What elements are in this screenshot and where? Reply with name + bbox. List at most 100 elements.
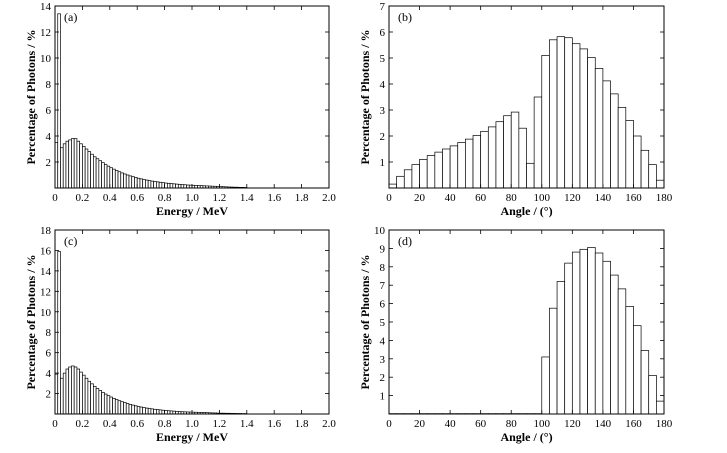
- bar-b-30: [617, 107, 627, 189]
- bar-a-21: [112, 168, 116, 189]
- panel-d: 0 20 40 60 80 100 120 140 160 180 1 2 3 4 5 6 7 8 9 10 (d) An…: [358, 225, 673, 444]
- bar-a-3: [62, 143, 67, 189]
- y-tick-label-c-1: 4: [46, 368, 52, 380]
- bar-a-46: [180, 184, 185, 189]
- y-tick-label-b-5: 6: [380, 27, 386, 39]
- bar-d-20: [541, 356, 550, 415]
- bar-b-25: [579, 48, 588, 189]
- bar-c-32: [142, 407, 146, 415]
- y-tick-label-c-5: 12: [40, 286, 51, 298]
- y-tick-label-b-3: 4: [380, 79, 386, 91]
- bar-c-4: [65, 368, 70, 415]
- x-tick-label-b-5: 100: [534, 192, 551, 204]
- x-tick-label-d-6: 120: [564, 418, 581, 430]
- bar-a-29: [134, 177, 138, 189]
- bar-d-25: [579, 248, 588, 415]
- bar-a-38: [158, 181, 163, 189]
- bar-b-20: [541, 55, 550, 189]
- bar-b-18: [526, 162, 535, 189]
- panel-c: 0 0.2 0.4 0.6 0.8 1.0 1.2 1.4 1.6 1.8 2.0 2 4 6 8 10 12 1…: [24, 225, 336, 444]
- y-tick-label-a-4: 10: [40, 53, 52, 65]
- bar-a-33: [145, 179, 149, 189]
- bar-c-13: [90, 383, 94, 415]
- x-tick-label-a-5: 1.0: [185, 192, 199, 204]
- bar-c-38: [158, 409, 163, 415]
- bar-b-3: [411, 164, 420, 189]
- x-tick-label-a-3: 0.6: [130, 192, 144, 204]
- bar-d-29: [610, 274, 619, 415]
- bar-b-5: [426, 155, 436, 189]
- panel-label-a: (a): [64, 10, 77, 24]
- y-tick-label-b-2: 3: [380, 105, 386, 117]
- y-tick-label-d-0: 1: [380, 391, 386, 403]
- y-tick-label-a-5: 12: [40, 27, 51, 39]
- y-tick-label-a-2: 6: [46, 105, 52, 117]
- bar-b-24: [571, 43, 581, 189]
- bar-b-10: [465, 138, 474, 189]
- bar-b-35: [656, 179, 665, 189]
- bar-c-28: [131, 404, 135, 415]
- bar-c-30: [136, 406, 141, 415]
- bar-b-26: [587, 57, 596, 189]
- bar-c-22: [114, 399, 119, 415]
- y-tick-label-c-6: 14: [40, 266, 52, 278]
- bar-c-1: [57, 251, 61, 415]
- x-tick-label-c-2: 0.4: [103, 418, 117, 430]
- bar-a-7: [73, 138, 78, 189]
- y-tick-label-d-6: 7: [380, 280, 386, 292]
- x-tick-label-a-7: 1.4: [240, 192, 254, 204]
- bar-a-42: [169, 183, 174, 189]
- y-tick-label-d-9: 10: [374, 225, 386, 237]
- bar-a-30: [136, 177, 141, 189]
- bar-b-7: [442, 148, 451, 189]
- bar-c-10: [82, 374, 86, 415]
- bar-b-29: [610, 93, 619, 189]
- y-tick-label-d-3: 4: [380, 335, 386, 347]
- bar-c-29: [134, 405, 138, 415]
- y-tick-label-c-2: 6: [46, 348, 52, 360]
- bar-a-34: [147, 180, 152, 189]
- bar-a-2: [60, 147, 64, 189]
- bar-b-12: [480, 130, 489, 189]
- bar-b-34: [648, 164, 657, 189]
- y-tick-label-a-0: 2: [46, 157, 52, 169]
- bar-a-5: [68, 139, 72, 189]
- bar-b-15: [503, 115, 512, 189]
- bar-c-31: [139, 406, 144, 415]
- bar-b-21: [549, 39, 558, 189]
- y-tick-label-d-2: 3: [380, 354, 386, 366]
- y-tick-label-a-1: 4: [46, 131, 52, 143]
- bar-a-27: [128, 175, 133, 189]
- bar-c-20: [109, 396, 113, 415]
- bar-d-22: [556, 281, 566, 415]
- bar-b-11: [472, 135, 482, 189]
- x-tick-label-a-8: 1.6: [267, 192, 281, 204]
- panel-label-c: (c): [64, 234, 77, 248]
- bar-b-23: [564, 37, 573, 189]
- bar-b-2: [403, 169, 413, 189]
- bar-c-18: [103, 393, 108, 415]
- panel-label-d: (d): [398, 234, 412, 248]
- bar-c-35: [150, 408, 154, 415]
- y-tick-label-d-5: 6: [380, 299, 386, 311]
- bar-d-30: [617, 288, 627, 415]
- bar-a-35: [150, 180, 154, 189]
- x-tick-label-c-3: 0.6: [130, 418, 144, 430]
- x-tick-label-a-6: 1.2: [213, 192, 227, 204]
- bar-a-11: [84, 148, 89, 189]
- y-tick-label-b-4: 5: [380, 53, 386, 65]
- bar-c-39: [161, 409, 165, 415]
- x-axis-label-c: Energy / MeV: [156, 430, 228, 444]
- bar-c-14: [93, 386, 97, 415]
- bar-c-40: [164, 410, 168, 415]
- x-tick-label-a-10: 2.0: [322, 192, 336, 204]
- bar-d-24: [571, 251, 581, 415]
- bar-c-9: [79, 371, 83, 415]
- bar-c-17: [101, 391, 105, 415]
- bar-a-4: [65, 140, 70, 189]
- bar-b-33: [640, 149, 650, 189]
- bar-a-13: [90, 153, 94, 189]
- bar-a-41: [166, 182, 171, 189]
- bar-c-21: [112, 398, 116, 415]
